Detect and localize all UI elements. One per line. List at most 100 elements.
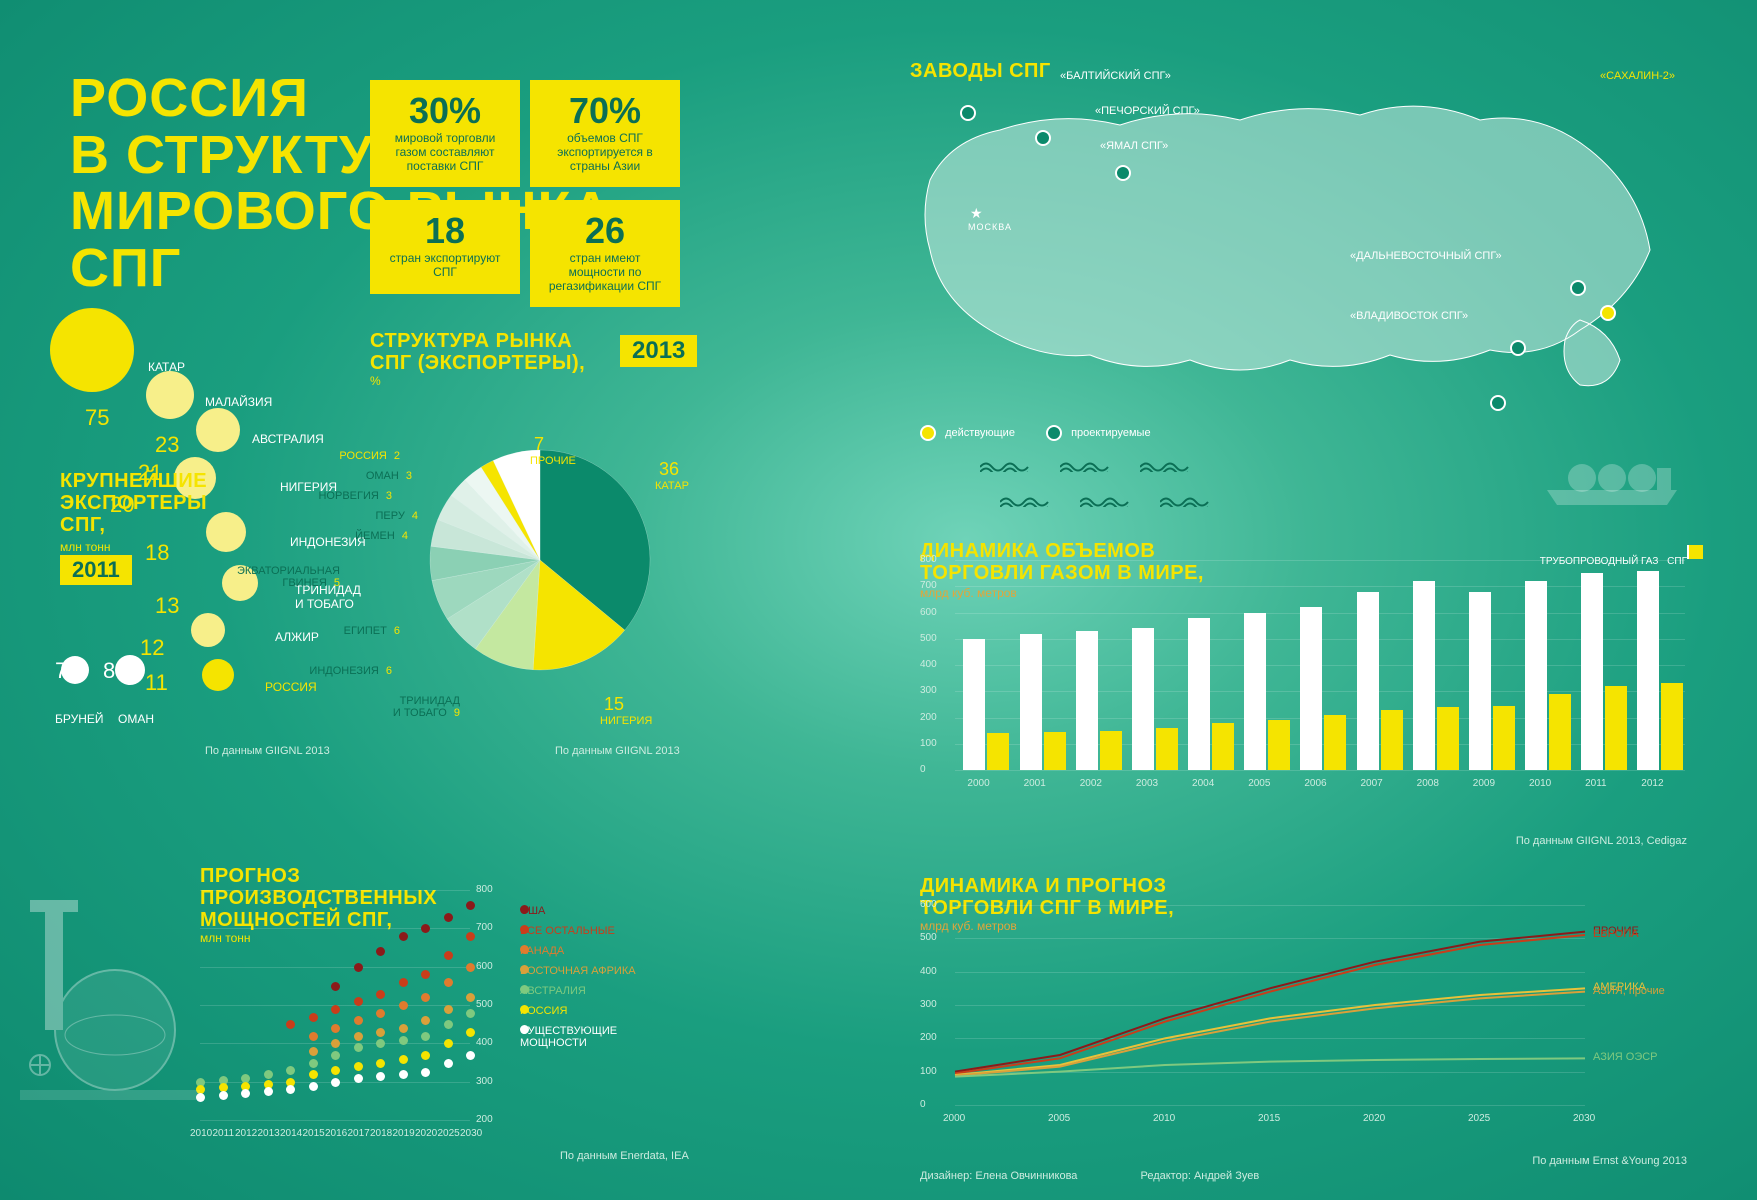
scatter-point bbox=[466, 963, 475, 972]
exporters-title: КРУПНЕЙШИЕ ЭКСПОРТЕРЫ СПГ, bbox=[60, 470, 207, 536]
plant-marker bbox=[1600, 305, 1616, 321]
scatter-point bbox=[286, 1020, 295, 1029]
exporter-value: 75 bbox=[85, 405, 109, 431]
storage-tank-icon bbox=[20, 890, 200, 1150]
bar-lng bbox=[1381, 710, 1403, 770]
exporter-bubble bbox=[191, 613, 225, 647]
plant-label: «ЯМАЛ СПГ» bbox=[1100, 140, 1168, 152]
bar-lng bbox=[1100, 731, 1122, 770]
scatter-point bbox=[399, 932, 408, 941]
plant-marker bbox=[1570, 280, 1586, 296]
scatter-point bbox=[466, 1051, 475, 1060]
scatter-point bbox=[354, 1016, 363, 1025]
scatter-point bbox=[421, 1016, 430, 1025]
pie-slice-label: 15НИГЕРИЯ bbox=[600, 695, 652, 727]
pie-slice-label: ТРИНИДАД И ТОБАГО 9 bbox=[350, 695, 460, 719]
scatter-point bbox=[399, 1055, 408, 1064]
pie-unit: % bbox=[370, 374, 585, 388]
exporter-value: 12 bbox=[140, 635, 164, 661]
bar-pipeline bbox=[1637, 571, 1659, 771]
capacity-scatter-chart: 2003004005006007008002010201120122013201… bbox=[200, 870, 700, 1130]
exporter-value: 13 bbox=[155, 593, 179, 619]
bar-lng bbox=[1212, 723, 1234, 770]
scatter-point bbox=[376, 1039, 385, 1048]
pie-slice-label: ИНДОНЕЗИЯ 6 bbox=[282, 665, 392, 677]
scatter-point bbox=[264, 1070, 273, 1079]
scatter-point bbox=[286, 1085, 295, 1094]
exporters-source: По данным GIIGNL 2013 bbox=[205, 745, 330, 757]
plant-marker bbox=[960, 105, 976, 121]
exporter-label: АВСТРАЛИЯ bbox=[252, 432, 324, 446]
scatter-point bbox=[444, 1059, 453, 1068]
scatter-point bbox=[399, 1024, 408, 1033]
exporter-label: РОССИЯ bbox=[265, 680, 317, 694]
scatter-point bbox=[376, 947, 385, 956]
bar-lng bbox=[1044, 732, 1066, 770]
scatter-point bbox=[331, 1078, 340, 1087]
plant-marker bbox=[1035, 130, 1051, 146]
bar-lng bbox=[1549, 694, 1571, 770]
scatter-point bbox=[376, 990, 385, 999]
moscow-marker: ★ bbox=[970, 205, 983, 222]
bar-pipeline bbox=[1188, 618, 1210, 770]
scatter-point bbox=[219, 1091, 228, 1100]
scatter-point bbox=[466, 932, 475, 941]
scatter-point bbox=[331, 1051, 340, 1060]
moscow-label: МОСКВА bbox=[968, 222, 1012, 232]
scatter-point bbox=[241, 1089, 250, 1098]
pie-slice-label: НОРВЕГИЯ 3 bbox=[282, 490, 392, 502]
bar-pipeline bbox=[1525, 581, 1547, 770]
exporter-bubble bbox=[115, 655, 145, 685]
scatter-point bbox=[331, 1005, 340, 1014]
bar-lng bbox=[1661, 683, 1683, 770]
plant-label: «БАЛТИЙСКИЙ СПГ» bbox=[1060, 70, 1171, 82]
exporter-bubble bbox=[196, 408, 240, 452]
scatter-point bbox=[331, 982, 340, 991]
bar-pipeline bbox=[1581, 573, 1603, 770]
pie-slice-label: ЙЕМЕН 4 bbox=[298, 530, 408, 542]
scatter-point bbox=[354, 1043, 363, 1052]
bar-pipeline bbox=[1300, 607, 1322, 770]
scatter-point bbox=[466, 901, 475, 910]
scatter-legend-item: СУЩЕСТВУЮЩИЕ МОЩНОСТИ bbox=[520, 1025, 617, 1049]
exporters-unit: млн тонн bbox=[60, 540, 207, 554]
scatter-point bbox=[466, 1028, 475, 1037]
scatter-point bbox=[309, 1013, 318, 1022]
wave-icon bbox=[1160, 495, 1210, 507]
pie-slice-label: ЕГИПЕТ 6 bbox=[290, 625, 400, 637]
exporter-label: БРУНЕЙ bbox=[55, 712, 104, 726]
bar-lng bbox=[1493, 706, 1515, 770]
pie-slice-label: 36КАТАР bbox=[655, 460, 689, 492]
scatter-point bbox=[331, 1024, 340, 1033]
gas-trade-bar-chart: 0100200300400500600700800200020012002200… bbox=[920, 560, 1690, 800]
scatter-point bbox=[466, 993, 475, 1002]
scatter-point bbox=[331, 1039, 340, 1048]
pie-year-badge: 2013 bbox=[620, 335, 697, 367]
scatter-point bbox=[399, 1070, 408, 1079]
wave-icon bbox=[1060, 460, 1110, 472]
editor-credit: Редактор: Андрей Зуев bbox=[1140, 1170, 1259, 1182]
stat-box: 26стран имеют мощности по регазификации … bbox=[530, 200, 680, 307]
scatter-point bbox=[421, 1068, 430, 1077]
exporters-year-badge: 2011 bbox=[60, 555, 132, 585]
pie-slice-label: ЭКВАТОРИАЛЬНАЯ ГВИНЕЯ 5 bbox=[230, 565, 340, 589]
scatter-legend-item: США bbox=[520, 905, 545, 917]
pie-slice-label: ОМАН 3 bbox=[302, 470, 412, 482]
bar-pipeline bbox=[1076, 631, 1098, 770]
scatter-point bbox=[309, 1032, 318, 1041]
bar-pipeline bbox=[1469, 592, 1491, 771]
plant-label: «ДАЛЬНЕВОСТОЧНЫЙ СПГ» bbox=[1350, 250, 1502, 262]
scatter-legend-item: ВОСТОЧНАЯ АФРИКА bbox=[520, 965, 636, 977]
scatter-point bbox=[286, 1066, 295, 1075]
bar-lng bbox=[1156, 728, 1178, 770]
scatter-point bbox=[421, 924, 430, 933]
gas-trade-source: По данным GIIGNL 2013, Cedigaz bbox=[1516, 835, 1687, 847]
exporter-value: 7 bbox=[55, 658, 67, 684]
pie-slice-label: ПЕРУ 4 bbox=[308, 510, 418, 522]
scatter-point bbox=[399, 978, 408, 987]
scatter-legend-item: КАНАДА bbox=[520, 945, 564, 957]
stat-box: 70%объемов СПГ экспортируется в страны А… bbox=[530, 80, 680, 187]
exporter-label: ОМАН bbox=[118, 712, 154, 726]
scatter-point bbox=[421, 1051, 430, 1060]
bar-lng bbox=[987, 733, 1009, 770]
